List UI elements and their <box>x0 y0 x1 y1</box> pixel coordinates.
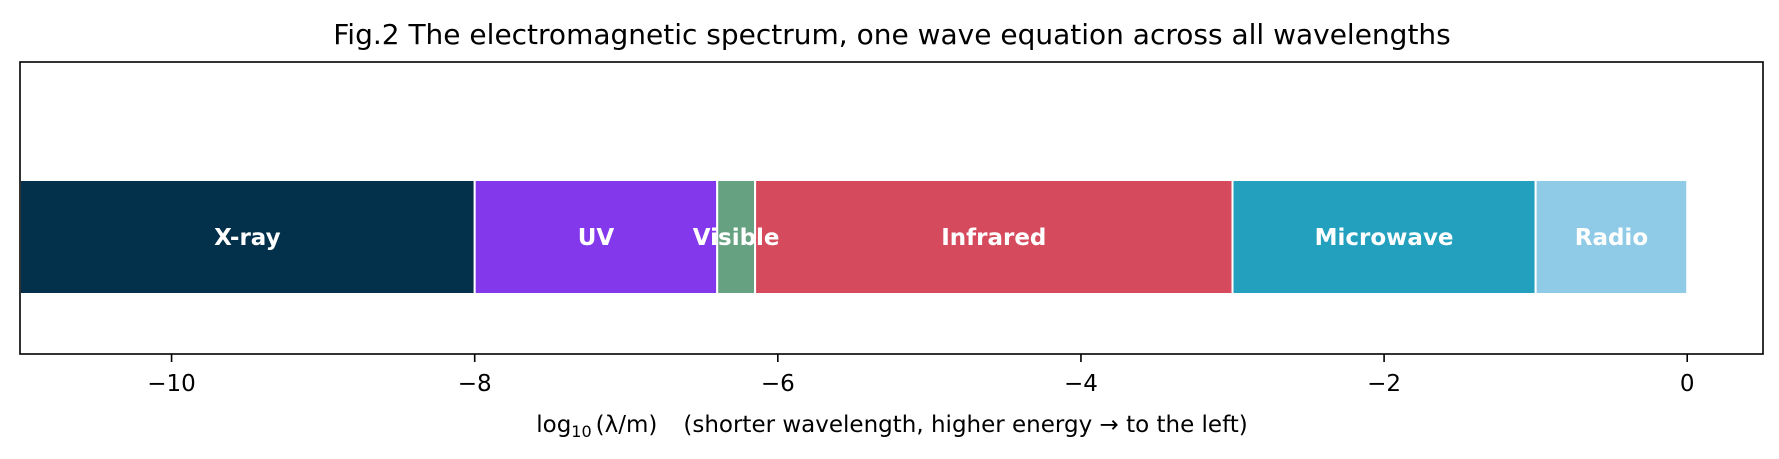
plot-frame <box>19 61 1764 355</box>
x-tick-label: −6 <box>761 371 795 397</box>
band-x-ray <box>19 179 476 295</box>
x-axis-label-quantity: (λ/m) <box>596 412 658 438</box>
band-label-infrared: Infrared <box>941 225 1046 251</box>
band-visible <box>716 179 757 295</box>
band-infrared <box>754 179 1234 295</box>
band-radio <box>1534 179 1689 295</box>
spectrum-bands: X-ray UV Visible Infrared Microwave Radio <box>19 179 1689 295</box>
band-microwave <box>1231 179 1537 295</box>
x-axis-ticks: −10 −8 −6 −4 −2 0 <box>147 354 1695 397</box>
band-label-microwave: Microwave <box>1315 225 1454 251</box>
band-label-visible: Visible <box>693 225 780 251</box>
band-label-x-ray: X-ray <box>214 225 281 251</box>
x-axis-label-note: (shorter wavelength, higher energy → to … <box>683 412 1247 438</box>
x-axis-label-subscript: 10 <box>571 422 591 441</box>
x-tick-label: −2 <box>1367 371 1401 397</box>
x-axis-label: log10 (λ/m) (shorter wavelength, higher en… <box>536 412 1248 441</box>
x-tick-label: −4 <box>1064 371 1098 397</box>
band-uv <box>473 179 719 295</box>
x-axis-label-prefix: log <box>536 412 571 438</box>
x-tick-label: 0 <box>1680 371 1695 397</box>
band-label-uv: UV <box>578 225 615 251</box>
chart-title: Fig.2 The electromagnetic spectrum, one … <box>333 18 1451 51</box>
x-tick-label: −10 <box>147 371 196 397</box>
x-tick-label: −8 <box>458 371 492 397</box>
band-label-radio: Radio <box>1575 225 1648 251</box>
